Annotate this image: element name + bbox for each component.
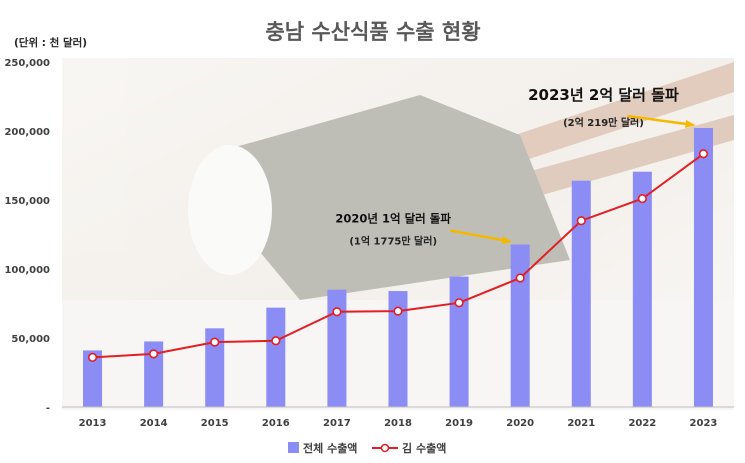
annotation-arrow <box>449 229 513 244</box>
legend-bar-swatch <box>288 442 299 453</box>
line-point-2023 <box>698 149 709 159</box>
line-series <box>87 149 709 362</box>
line-point-2021 <box>576 216 586 226</box>
line-point-2013 <box>87 352 98 362</box>
x-tick-label: 2013 <box>79 418 107 429</box>
annotations: 2020년 1억 달러 돌파 (1억 1775만 달러) 2023년 2억 달러 돌… <box>335 86 696 248</box>
bar-2013 <box>83 350 103 407</box>
line-point-2020 <box>515 273 525 283</box>
line-point-2019 <box>454 298 464 308</box>
unit-label: (단위 : 천 달러) <box>14 36 87 49</box>
bar-2018 <box>388 291 408 407</box>
annotation-detail: (2억 219만 달러) <box>563 116 644 129</box>
bar-2016 <box>266 307 286 407</box>
legend: 전체 수출액 김 수출액 <box>288 441 446 455</box>
y-tick-label: 50,000 <box>11 334 50 345</box>
bar-2022 <box>632 171 652 407</box>
x-tick-label: 2016 <box>262 418 290 429</box>
bar-2019 <box>449 276 469 407</box>
annotation-headline: 2020년 1억 달러 돌파 <box>335 212 451 226</box>
line-point-2014 <box>149 349 159 359</box>
y-tick-label: 100,000 <box>4 265 50 276</box>
bar-2021 <box>571 180 591 407</box>
bar-2020 <box>510 244 530 407</box>
line-point-2017 <box>332 307 342 317</box>
legend-line-label: 김 수출액 <box>402 441 446 455</box>
annotation-detail: (1억 1775만 달러) <box>349 235 437 248</box>
x-tick-label: 2019 <box>445 418 473 429</box>
x-tick-label: 2017 <box>323 418 351 429</box>
y-tick-label: 150,000 <box>4 196 50 207</box>
x-tick-label: 2015 <box>201 418 229 429</box>
x-axis: 2013 2014 2015 2016 2017 2018 2019 2020 2021 2022… <box>62 406 734 429</box>
x-tick-label: 2022 <box>628 418 656 429</box>
line-point-2016 <box>271 336 281 346</box>
x-tick-label: 2018 <box>384 418 412 429</box>
chart-title: 충남 수산식품 수출 현황 <box>265 20 480 44</box>
bar-2015 <box>205 328 225 407</box>
annotation-arrow <box>627 114 696 128</box>
bar-2014 <box>144 341 164 407</box>
bar-2023 <box>693 127 713 408</box>
line-point-2022 <box>637 194 647 204</box>
y-tick-label: - <box>46 403 50 414</box>
legend-line-marker <box>380 443 390 453</box>
annotation-headline: 2023년 2억 달러 돌파 <box>528 86 679 104</box>
x-tick-label: 2021 <box>567 418 595 429</box>
x-tick-label: 2023 <box>690 418 718 429</box>
line-point-2015 <box>210 337 220 347</box>
x-tick-label: 2014 <box>140 418 168 429</box>
bar-2017 <box>327 289 347 407</box>
y-tick-label: 250,000 <box>4 58 50 69</box>
legend-bar-label: 전체 수출액 <box>303 441 357 455</box>
line-point-2018 <box>393 306 403 316</box>
bar-series <box>83 127 713 408</box>
x-tick-label: 2020 <box>506 418 534 429</box>
y-axis: - 50,000 100,000 150,000 200,000 250,000 <box>4 58 50 414</box>
y-tick-label: 200,000 <box>4 127 50 138</box>
